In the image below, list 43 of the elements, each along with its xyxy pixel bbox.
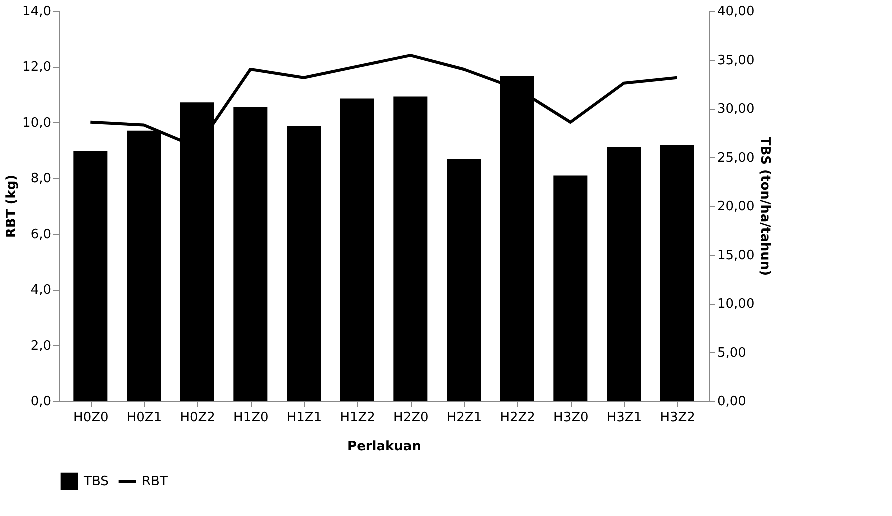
bar	[340, 98, 374, 401]
x-tick-label: H3Z0	[554, 410, 589, 426]
y-tick-label: 4,0	[30, 283, 52, 298]
x-tick-label: H3Z2	[660, 410, 696, 426]
x-tick-label: H2Z1	[446, 410, 482, 426]
y2-tick-label: 5,00	[718, 346, 746, 361]
y-tick-label: 12,0	[22, 60, 52, 76]
y2-tick-label: 40,00	[718, 4, 755, 20]
legend-label: RBT	[142, 474, 168, 490]
bar	[447, 159, 481, 401]
legend-label: TBS	[83, 474, 109, 490]
y-tick-label: 6,0	[30, 227, 52, 242]
y2-tick-label: 10,00	[718, 297, 755, 312]
y2-tick-label: 15,00	[718, 248, 755, 264]
x-axis-title: Perlakuan	[348, 440, 422, 454]
bar	[660, 146, 694, 401]
x-tick-label: H2Z2	[500, 410, 536, 426]
x-tick-label: H0Z0	[74, 410, 109, 426]
y-tick-label: 0,0	[30, 394, 52, 410]
y2-axis-title: TBS (ton/ha/tahun)	[758, 136, 773, 276]
x-tick-label: H0Z2	[180, 410, 216, 426]
bar	[394, 96, 428, 401]
y-tick-label: 8,0	[30, 172, 52, 187]
bar	[234, 108, 268, 401]
bar	[607, 148, 641, 401]
y2-tick-label: 0,00	[718, 394, 746, 410]
x-tick-label: H3Z1	[606, 410, 642, 426]
x-tick-label: H0Z1	[126, 410, 162, 426]
y2-tick-label: 20,00	[718, 200, 755, 214]
y2-tick-label: 35,00	[718, 53, 755, 68]
y-axis-title: RBT (kg)	[4, 174, 20, 238]
y-tick-label: 14,0	[22, 4, 52, 20]
x-tick-label: H1Z1	[286, 410, 322, 426]
y2-tick-label: 25,00	[718, 150, 755, 166]
x-tick-label: H1Z0	[234, 410, 269, 426]
bar	[74, 151, 108, 401]
y-tick-label: 10,0	[22, 116, 52, 131]
y2-tick-label: 30,00	[718, 102, 755, 117]
y-tick-label: 2,0	[30, 338, 52, 354]
x-tick-label: H1Z2	[340, 410, 376, 426]
bar	[554, 176, 588, 401]
bar	[287, 126, 321, 401]
x-tick-label: H2Z0	[394, 410, 429, 426]
